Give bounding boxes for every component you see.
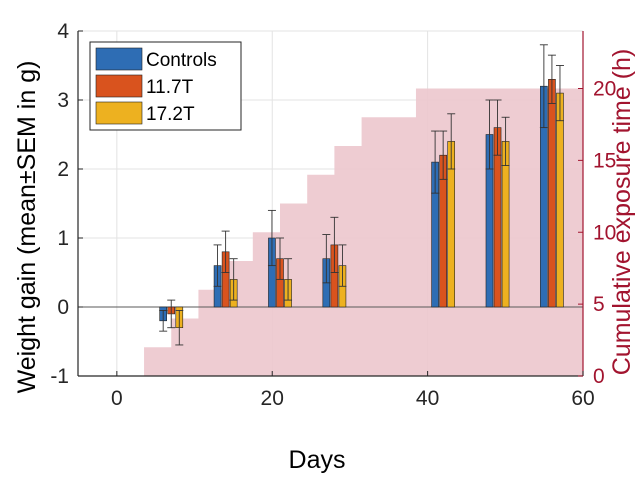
legend-label: Controls — [146, 50, 217, 71]
y-tick-label-right: 10 — [593, 221, 616, 244]
y-tick-label-right: 0 — [593, 365, 605, 388]
y-tick-label-left: -1 — [50, 365, 69, 388]
y-tick-label-left: 3 — [57, 89, 69, 112]
y-tick-label-right: 15 — [593, 149, 616, 172]
x-axis-label: Days — [289, 446, 346, 474]
y-axis-label-right: Cumulative exposure time (h) — [608, 49, 636, 376]
y-tick-label-left: 2 — [57, 158, 69, 181]
x-tick-label: 60 — [571, 387, 594, 410]
bar — [556, 92, 564, 308]
x-tick-label: 40 — [416, 387, 439, 410]
y-tick-label-left: 1 — [57, 227, 69, 250]
legend-swatch — [95, 101, 143, 125]
legend-swatch — [95, 47, 143, 71]
exposure-area — [116, 88, 583, 376]
legend-label: 11.7T — [146, 77, 194, 98]
y-tick-label-right: 5 — [593, 293, 605, 316]
legend-label: 17.2T — [146, 104, 195, 125]
x-tick-label: 20 — [261, 387, 284, 410]
bar — [501, 141, 510, 308]
legend: Controls 11.7T 17.2T — [89, 41, 242, 131]
legend-swatch — [95, 74, 143, 98]
y-axis-label-left: Weight gain (mean±SEM in g) — [13, 61, 41, 394]
y-tick-label-left: 0 — [57, 296, 69, 319]
bar — [548, 79, 556, 308]
y-tick-label-left: 4 — [57, 20, 69, 43]
y-tick-label-right: 20 — [593, 78, 616, 101]
bar-series — [159, 44, 564, 346]
x-tick-label: 0 — [111, 387, 123, 410]
